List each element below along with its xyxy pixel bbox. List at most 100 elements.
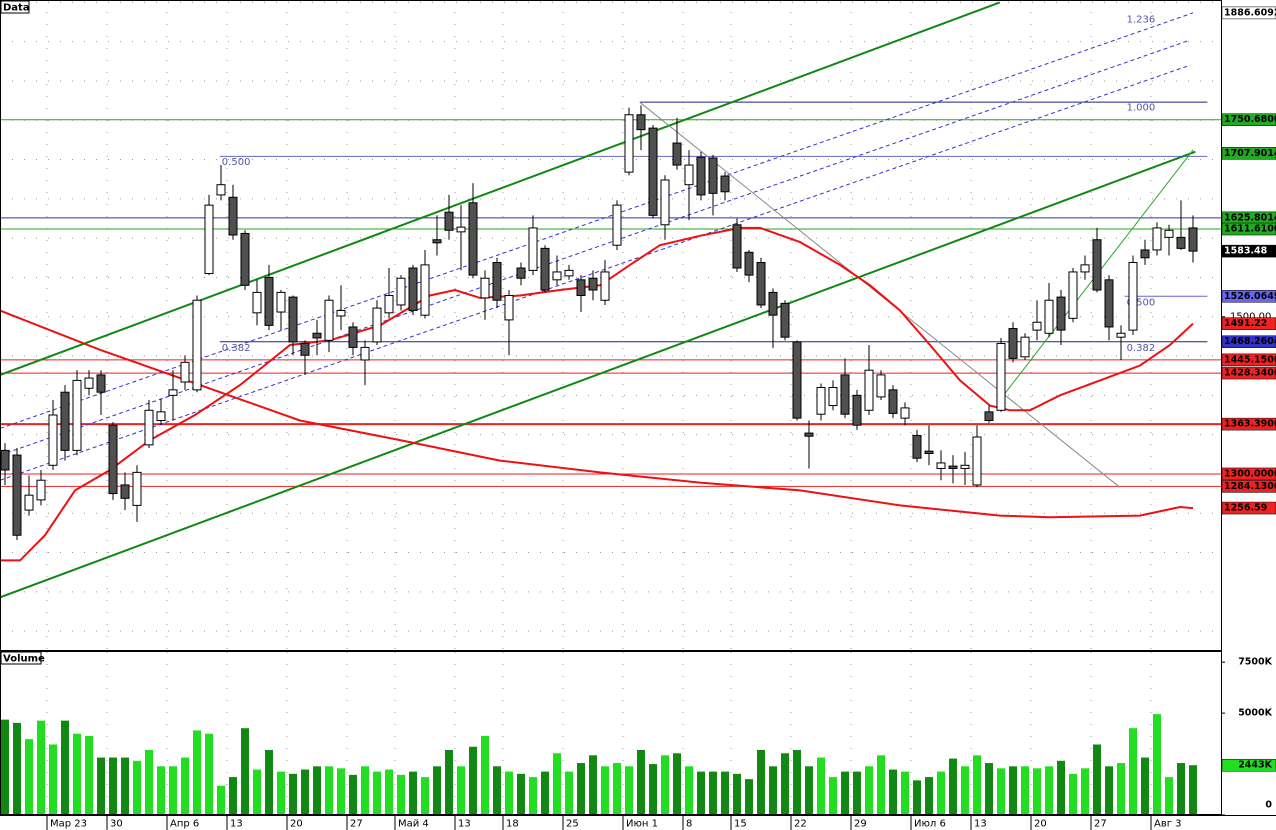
volume-bar bbox=[241, 728, 249, 815]
volume-bar bbox=[169, 766, 177, 815]
candle-body bbox=[576, 279, 586, 297]
volume-bar bbox=[181, 757, 189, 815]
volume-bar bbox=[1009, 766, 1017, 815]
candle-body bbox=[708, 157, 718, 194]
candle-body bbox=[48, 414, 58, 466]
x-tick-label: 27 bbox=[1094, 819, 1107, 830]
candle-body bbox=[372, 307, 382, 343]
volume-bar bbox=[373, 771, 381, 815]
candle-body bbox=[12, 454, 22, 536]
candle-body bbox=[444, 211, 454, 231]
volume-title: Volume bbox=[3, 654, 45, 665]
volume-bar bbox=[433, 766, 441, 815]
volume-bar bbox=[877, 755, 885, 815]
candle-body bbox=[684, 164, 694, 186]
volume-bar bbox=[493, 766, 501, 815]
candle-body bbox=[612, 204, 622, 246]
volume-bar bbox=[85, 735, 93, 815]
axis-marker-label: 1625.8014 bbox=[1224, 212, 1276, 223]
axis-marker-label: 1491.22 bbox=[1224, 318, 1267, 329]
volume-bar bbox=[505, 771, 513, 815]
volume-bar bbox=[349, 774, 357, 815]
volume-bar bbox=[229, 777, 237, 815]
volume-bar bbox=[661, 755, 669, 815]
pane-title: Data bbox=[3, 3, 30, 14]
volume-bar bbox=[157, 766, 165, 815]
candle-body bbox=[276, 291, 286, 313]
candle-body bbox=[60, 391, 70, 451]
candle-body bbox=[396, 277, 406, 306]
candle-body bbox=[624, 114, 634, 173]
volume-bar bbox=[637, 750, 645, 815]
volume-bar bbox=[25, 739, 33, 815]
candle-body bbox=[1164, 229, 1174, 238]
volume-bar bbox=[1045, 766, 1053, 815]
candle-body bbox=[1020, 336, 1030, 358]
candle-body bbox=[1080, 264, 1090, 273]
candle-body bbox=[300, 342, 310, 356]
candle-body bbox=[0, 449, 10, 471]
candle-body bbox=[312, 332, 322, 339]
candle-body bbox=[792, 341, 802, 419]
candle-body bbox=[264, 276, 274, 326]
axis-marker-label: 1750.6800 bbox=[1224, 114, 1276, 125]
volume-bar bbox=[937, 771, 945, 815]
volume-bar bbox=[733, 773, 741, 815]
candle-body bbox=[720, 175, 730, 193]
fib-label: 0.500 bbox=[222, 157, 251, 168]
volume-bar bbox=[361, 766, 369, 815]
candle-body bbox=[972, 436, 982, 486]
candle-body bbox=[84, 377, 94, 389]
axis-marker-label: 1611.6100 bbox=[1224, 224, 1276, 235]
candle-body bbox=[516, 267, 526, 279]
volume-bar bbox=[1093, 744, 1101, 815]
volume-bar bbox=[265, 750, 273, 815]
candle-body bbox=[192, 299, 202, 391]
volume-bar bbox=[313, 766, 321, 815]
volume-bar bbox=[949, 758, 957, 815]
volume-bar bbox=[145, 750, 153, 815]
candle-body bbox=[1104, 279, 1114, 328]
volume-bar bbox=[793, 750, 801, 815]
candle-body bbox=[648, 127, 658, 216]
candle-body bbox=[600, 271, 610, 301]
volume-bar bbox=[337, 768, 345, 815]
x-tick-label: 30 bbox=[110, 819, 123, 830]
candle-body bbox=[336, 309, 346, 317]
candle-body bbox=[360, 346, 370, 361]
volume-bar bbox=[529, 777, 537, 815]
volume-bar bbox=[205, 733, 213, 815]
candle-body bbox=[24, 494, 34, 511]
candle-body bbox=[72, 379, 82, 451]
volume-bar bbox=[541, 771, 549, 815]
volume-tick-label: 7500K bbox=[1238, 657, 1272, 668]
axis-marker-label: 1583.48 bbox=[1224, 246, 1268, 257]
candle-body bbox=[528, 227, 538, 271]
volume-bar bbox=[1033, 768, 1041, 815]
volume-bar bbox=[409, 771, 417, 815]
volume-bar bbox=[193, 730, 201, 815]
volume-bar bbox=[829, 777, 837, 815]
volume-bar bbox=[457, 766, 465, 815]
candle-body bbox=[540, 247, 550, 291]
volume-bar bbox=[769, 766, 777, 815]
x-tick-label: Июл 6 bbox=[914, 819, 946, 830]
candle-body bbox=[204, 204, 214, 275]
candle-body bbox=[996, 342, 1006, 411]
volume-bar bbox=[61, 720, 69, 815]
x-tick-label: 27 bbox=[350, 819, 363, 830]
candle-body bbox=[108, 424, 118, 495]
candle-body bbox=[96, 374, 106, 393]
candle-body bbox=[1008, 328, 1018, 359]
axis-marker-label: 1526.0649 bbox=[1224, 291, 1276, 302]
candle-body bbox=[732, 224, 742, 269]
candle-body bbox=[816, 386, 826, 415]
x-tick-label: 18 bbox=[506, 819, 519, 830]
candle-body bbox=[912, 434, 922, 459]
volume-bar bbox=[841, 771, 849, 815]
candle-body bbox=[804, 432, 814, 437]
candle-body bbox=[1044, 299, 1054, 334]
volume-bar bbox=[1189, 765, 1197, 815]
candle-body bbox=[240, 232, 250, 286]
